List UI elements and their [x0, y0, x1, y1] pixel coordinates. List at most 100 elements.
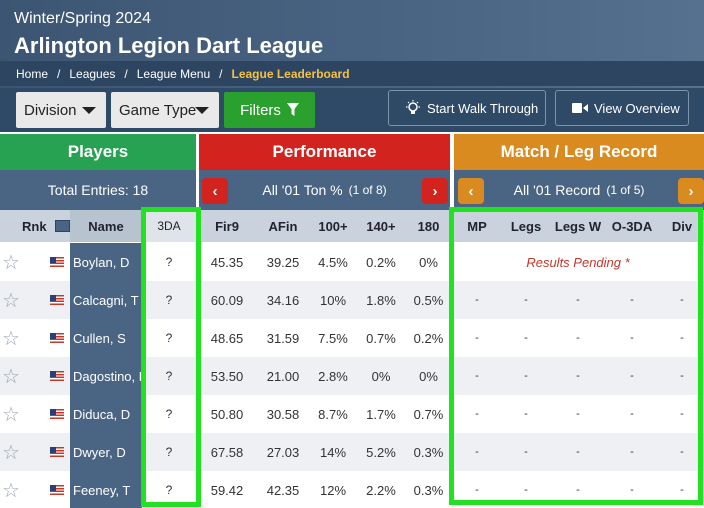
- us-flag-icon: [50, 333, 64, 343]
- division-dropdown[interactable]: Division: [16, 92, 106, 128]
- us-flag-icon: [50, 485, 64, 495]
- flag-cell: [50, 433, 70, 471]
- cell-100: 4.5%: [318, 254, 348, 270]
- column-header-o-3da[interactable]: O-3DA: [604, 210, 660, 242]
- cell-100: 8.7%: [318, 406, 348, 422]
- cell-div: -: [680, 484, 684, 496]
- star-icon[interactable]: ☆: [2, 289, 20, 312]
- cell-140: 1.7%: [366, 406, 396, 422]
- column-header-afin[interactable]: AFin: [255, 210, 311, 242]
- cell-140: 5.2%: [366, 444, 396, 460]
- player-name-link[interactable]: Cullen, S: [70, 319, 142, 357]
- cell-100: 7.5%: [318, 330, 348, 346]
- cell-180: 0%: [419, 254, 438, 270]
- cell-afin: 42.35: [266, 482, 300, 498]
- column-header-100[interactable]: 100+: [311, 210, 355, 242]
- cell-legs-w: -: [576, 446, 580, 458]
- cell-3da: ?: [165, 445, 173, 459]
- cell-o-3da: -: [630, 370, 634, 382]
- star-icon[interactable]: ☆: [2, 403, 20, 426]
- column-header-mp[interactable]: MP: [454, 210, 500, 242]
- cell-3da: ?: [165, 369, 173, 383]
- column-header-fir9[interactable]: Fir9: [199, 210, 255, 242]
- column-header-name[interactable]: Name: [70, 210, 142, 242]
- cell-100: 10%: [319, 292, 347, 308]
- flag-cell: [50, 357, 70, 395]
- table-row: ☆ Boylan, D? 45.35 39.25 4.5% 0.2% 0%: [0, 243, 704, 281]
- player-name-link[interactable]: Diduca, D: [70, 395, 142, 433]
- funnel-icon: [286, 103, 299, 116]
- player-name-link[interactable]: Calcagni, T: [70, 281, 142, 319]
- start-walk-through-button[interactable]: Start Walk Through: [388, 90, 546, 126]
- cell-legs-w: -: [576, 294, 580, 306]
- game-type-dropdown[interactable]: Game Type: [111, 92, 219, 128]
- star-icon[interactable]: ☆: [2, 251, 20, 274]
- star-icon[interactable]: ☆: [2, 327, 20, 350]
- column-header-legs[interactable]: Legs: [500, 210, 552, 242]
- cell-div: -: [680, 294, 684, 306]
- cell-3da: ?: [165, 407, 173, 421]
- player-name-link[interactable]: Dwyer, D: [70, 433, 142, 471]
- chevron-right-icon: ›: [688, 182, 694, 200]
- game-type-dropdown-label: Game Type: [119, 101, 197, 119]
- cell-o-3da: -: [630, 484, 634, 496]
- cell-afin: 21.00: [266, 368, 300, 384]
- cell-legs-w: -: [576, 408, 580, 420]
- cell-legs-w: -: [576, 332, 580, 344]
- performance-prev-button[interactable]: ‹: [202, 178, 228, 204]
- cell-fir9: 53.50: [210, 368, 244, 384]
- division-dropdown-label: Division: [24, 101, 77, 119]
- players-section-header: Players: [0, 134, 196, 170]
- record-prev-button[interactable]: ‹: [458, 178, 484, 204]
- player-name-link[interactable]: Feeney, T: [70, 471, 142, 508]
- cell-100: 2.8%: [318, 368, 348, 384]
- table-row: ☆ Feeney, T? 59.42 42.35 12% 2.2% 0.3% - - - - -: [0, 471, 704, 508]
- player-name-link[interactable]: Dagostino, B: [70, 357, 142, 395]
- column-header-div[interactable]: Div: [660, 210, 704, 242]
- flag-column-icon: [54, 220, 70, 232]
- cell-mp: -: [475, 408, 479, 420]
- cell-180: 0.2%: [413, 330, 444, 346]
- cell-fir9: 48.65: [210, 330, 244, 346]
- cell-legs: -: [524, 370, 528, 382]
- filters-label: Filters: [240, 101, 281, 119]
- cell-180: 0.3%: [413, 444, 444, 460]
- record-selector-count: (1 of 5): [606, 183, 645, 197]
- player-name-link[interactable]: Boylan, D: [70, 243, 142, 281]
- breadcrumb-home[interactable]: Home: [16, 66, 49, 81]
- cell-3da: ?: [165, 255, 173, 269]
- column-header-180[interactable]: 180: [407, 210, 450, 242]
- cell-legs: -: [524, 446, 528, 458]
- total-entries-label: Total Entries: 18: [47, 182, 149, 198]
- star-icon[interactable]: ☆: [2, 441, 20, 464]
- breadcrumb-current: League Leaderboard: [231, 66, 350, 81]
- cell-180: 0.5%: [413, 292, 444, 308]
- cell-legs: -: [524, 332, 528, 344]
- cell-140: 0%: [371, 368, 391, 384]
- view-overview-button[interactable]: View Overview: [555, 90, 689, 126]
- table-row: ☆ Diduca, D? 50.80 30.58 8.7% 1.7% 0.7% - - - - -: [0, 395, 704, 433]
- cell-legs: -: [524, 484, 528, 496]
- cell-afin: 31.59: [266, 330, 300, 346]
- breadcrumb: Home / Leagues / League Menu / League Le…: [0, 61, 704, 86]
- column-header-legs-w[interactable]: Legs W: [552, 210, 604, 242]
- column-header-rank[interactable]: Rnk: [0, 210, 70, 242]
- breadcrumb-leagues[interactable]: Leagues: [69, 66, 116, 81]
- league-title: Arlington Legion Dart League: [14, 33, 324, 58]
- cell-afin: 27.03: [266, 444, 300, 460]
- star-icon[interactable]: ☆: [2, 479, 20, 502]
- breadcrumb-league-menu[interactable]: League Menu: [136, 66, 211, 81]
- chevron-left-icon: ‹: [468, 182, 474, 200]
- cell-140: 0.2%: [366, 254, 396, 270]
- record-next-button[interactable]: ›: [678, 178, 704, 204]
- column-header-3da[interactable]: 3DA: [142, 210, 196, 242]
- cell-o-3da: -: [630, 332, 634, 344]
- column-header-140[interactable]: 140+: [355, 210, 407, 242]
- flag-cell: [50, 243, 70, 281]
- total-entries: Total Entries: 18: [0, 170, 196, 210]
- cell-fir9: 45.35: [210, 254, 244, 270]
- rank-label: Rnk: [22, 218, 47, 234]
- performance-next-button[interactable]: ›: [422, 178, 448, 204]
- star-icon[interactable]: ☆: [2, 365, 20, 388]
- filters-button[interactable]: Filters: [224, 92, 315, 128]
